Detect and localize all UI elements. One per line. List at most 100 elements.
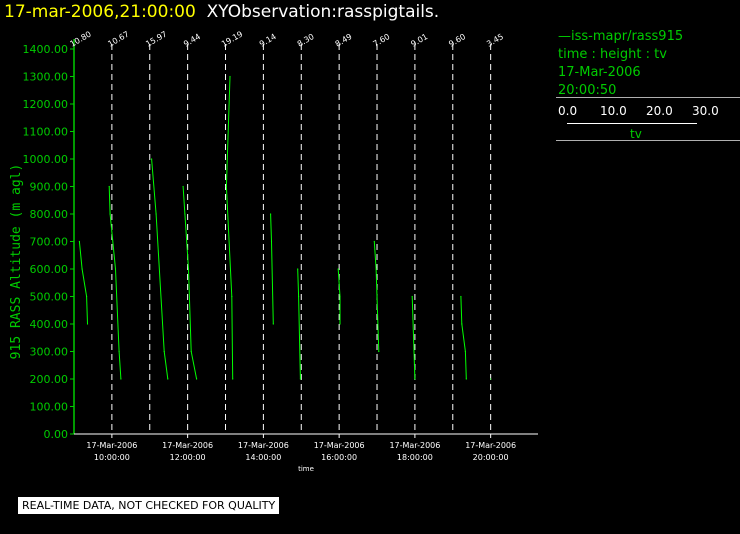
- y-tick-label: 1100.00: [23, 126, 69, 139]
- data-point: [298, 295, 300, 298]
- y-tick-label: 900.00: [30, 181, 69, 194]
- tv-scale-tick: 0.0: [558, 104, 578, 118]
- profile-base-label: 10.67: [106, 29, 130, 48]
- tv-scale: 0.0 10.0 20.0 30.0 tv: [556, 104, 740, 144]
- data-point: [299, 378, 301, 380]
- legend-date: 17-Mar-2006: [558, 65, 641, 80]
- data-point: [378, 350, 380, 353]
- data-point: [461, 323, 463, 325]
- x-tick-date: 17-Mar-2006: [465, 441, 516, 450]
- y-tick-label: 1300.00: [23, 71, 69, 84]
- data-point: [270, 213, 272, 215]
- x-axis-label: time: [298, 465, 314, 473]
- data-point: [86, 295, 88, 298]
- x-tick-time: 20:00:00: [473, 453, 509, 462]
- profile-base-label: 8.30: [296, 32, 316, 49]
- y-tick-label: 1400.00: [23, 43, 69, 56]
- profile-base-label: 9.60: [447, 32, 467, 49]
- tv-scale-tick: 20.0: [646, 104, 673, 118]
- profile-line: [108, 186, 122, 380]
- data-point: [182, 185, 184, 188]
- profile-line: [182, 186, 198, 380]
- profile-line: [151, 158, 169, 380]
- data-point: [231, 295, 233, 298]
- data-point: [490, 378, 492, 380]
- data-point: [81, 268, 83, 270]
- profile-line: [78, 241, 88, 325]
- profile-base-label: 9.01: [409, 32, 429, 49]
- data-point: [270, 240, 273, 243]
- data-point: [118, 350, 120, 353]
- profile-base-label: 8.49: [334, 32, 354, 49]
- y-tick-label: 1000.00: [23, 153, 69, 166]
- data-point: [120, 378, 122, 380]
- y-tick-label: 800.00: [30, 208, 69, 221]
- data-point: [86, 323, 89, 325]
- x-tick-date: 17-Mar-2006: [238, 441, 289, 450]
- legend-variables: time : height : tv: [558, 47, 667, 62]
- profile-line: [297, 268, 301, 380]
- data-point: [167, 378, 169, 380]
- data-point: [373, 240, 375, 243]
- y-tick-label: 500.00: [30, 291, 69, 304]
- tv-scale-tick: 30.0: [692, 104, 719, 118]
- axis-layer: 0.00 100.00 200.00 300.00 400.00 500.00 600.00…: [9, 39, 538, 473]
- data-point: [151, 158, 153, 160]
- tv-scale-axis: [567, 123, 697, 124]
- data-point: [272, 323, 274, 325]
- quality-disclaimer: REAL-TIME DATA, NOT CHECKED FOR QUALITY: [18, 497, 280, 514]
- y-tick-label: 300.00: [30, 346, 69, 359]
- data-point: [339, 323, 341, 325]
- profile-base-label: 15.97: [144, 29, 168, 48]
- y-tick-label: 400.00: [30, 318, 69, 331]
- tv-scale-label: tv: [630, 127, 642, 141]
- profile-line: [460, 296, 467, 380]
- legend-divider-top: [556, 97, 740, 98]
- profile-base-label: 9.14: [258, 32, 278, 49]
- profile-base-label: 7.60: [372, 32, 392, 49]
- data-point: [337, 268, 339, 270]
- legend-time: 20:00:50: [558, 83, 617, 98]
- data-point: [411, 295, 413, 298]
- data-point: [297, 268, 299, 270]
- data-point: [229, 75, 231, 78]
- label-layer: 10.80 10.67 15.97 9.44 19.19 9.14 8.30 8.49 7.60…: [69, 29, 506, 48]
- data-point: [339, 295, 341, 298]
- data-point: [108, 185, 110, 188]
- data-point: [414, 378, 416, 380]
- profile-base-label: 10.80: [69, 29, 93, 48]
- data-point: [196, 378, 198, 380]
- x-tick-time: 12:00:00: [170, 453, 206, 462]
- data-point: [460, 295, 462, 298]
- data-point: [78, 240, 80, 243]
- data-point: [155, 213, 157, 215]
- profile-line: [270, 213, 274, 325]
- y-tick-label: 200.00: [30, 373, 69, 386]
- page-title: 17-mar-2006,21:00:00 XYObservation:rassp…: [4, 2, 439, 22]
- data-point: [184, 213, 186, 215]
- x-tick-time: 10:00:00: [94, 453, 130, 462]
- data-point: [163, 350, 165, 353]
- data-point: [109, 213, 111, 215]
- x-tick-time: 14:00:00: [245, 453, 281, 462]
- profile-base-label: 19.19: [220, 29, 244, 48]
- data-point: [464, 350, 466, 353]
- y-tick-label: 700.00: [30, 236, 69, 249]
- x-tick-date: 17-Mar-2006: [162, 441, 213, 450]
- y-tick-label: 1200.00: [23, 98, 69, 111]
- x-tick-date: 17-Mar-2006: [389, 441, 440, 450]
- header-timestamp: 17-mar-2006,21:00:00: [4, 2, 196, 22]
- data-point: [114, 268, 117, 270]
- y-tick-label: 100.00: [30, 401, 69, 414]
- profile-line: [225, 76, 234, 380]
- x-tick-time: 16:00:00: [321, 453, 357, 462]
- y-tick-label: 600.00: [30, 263, 69, 276]
- data-point: [187, 268, 190, 270]
- series-layer: [78, 75, 492, 380]
- legend-series-label: —iss-mapr/rass915: [558, 29, 684, 44]
- y-axis-label: 915 RASS Altitude (m agl): [9, 164, 24, 360]
- profile-base-label: 9.44: [182, 32, 202, 49]
- header-title-text: XYObservation:rasspigtails.: [206, 2, 440, 22]
- legend-divider-bottom: [556, 140, 740, 141]
